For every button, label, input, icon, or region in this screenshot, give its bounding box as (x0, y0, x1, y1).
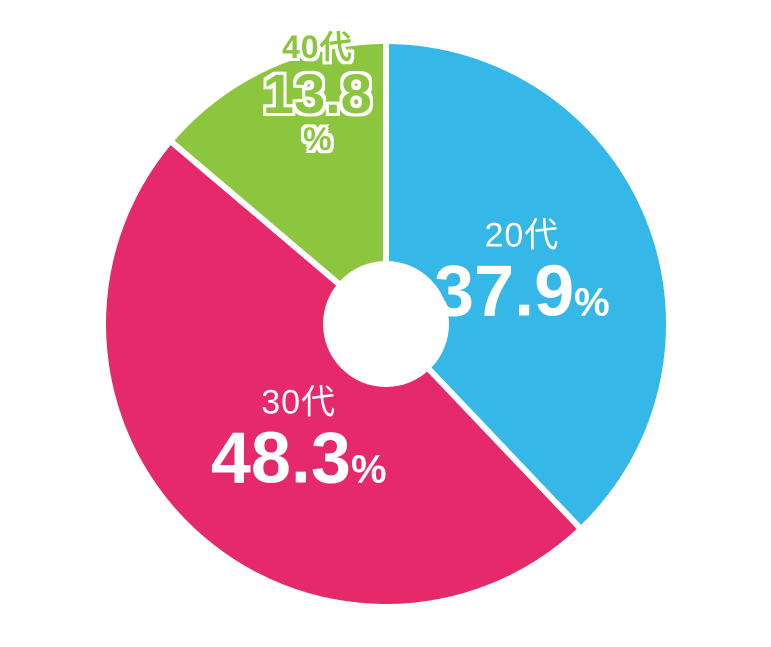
slice-label-20s: 20代37.9% (434, 218, 610, 329)
slice-value: 48.3% (211, 421, 387, 497)
slice-value: 13.8 (263, 65, 372, 124)
slice-category: 40代 (263, 31, 372, 65)
slice-label-30s: 30代48.3% (211, 386, 387, 497)
slice-label-40s: 40代13.8% (263, 31, 372, 157)
slice-category: 20代 (434, 218, 610, 254)
slice-category: 30代 (211, 386, 387, 422)
slice-value: 37.9% (434, 254, 610, 330)
donut-chart: 20代37.9% 30代48.3% 40代13.8% (76, 14, 696, 634)
